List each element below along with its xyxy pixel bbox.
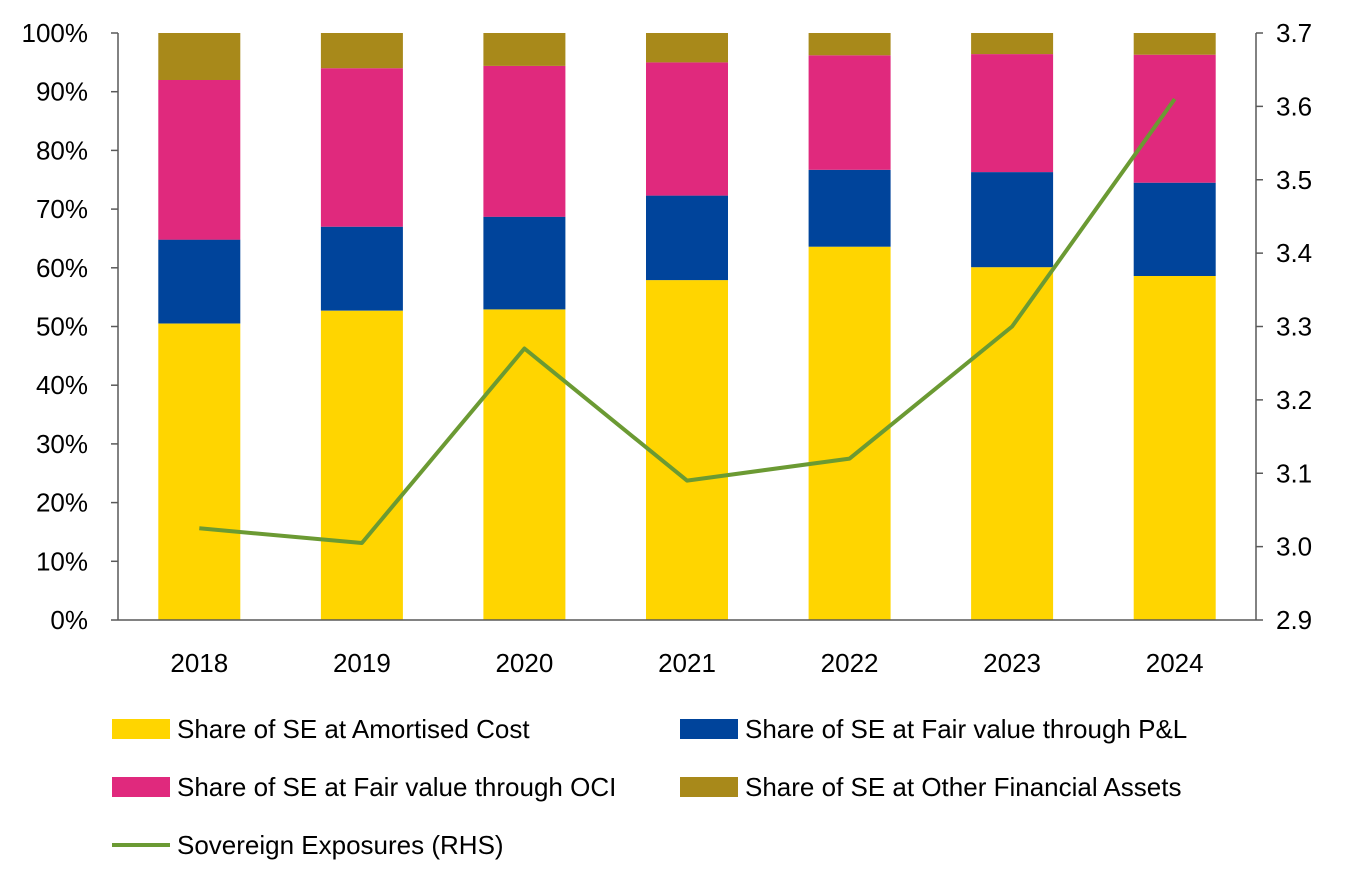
bar-segment-2021-s1 (646, 195, 728, 281)
legend-label: Share of SE at Fair value through P&L (745, 714, 1187, 744)
right-tick-label: 3.3 (1276, 312, 1312, 342)
bar-segment-2018-s3 (158, 33, 241, 80)
bar-segment-2022-s0 (808, 246, 891, 620)
right-tick-label: 3.7 (1276, 18, 1312, 48)
bar-segment-2022-s3 (808, 33, 891, 56)
axes-layer: 0% 10% 20% 30% 40% 50% 60% 70% 80% 90% 100% 2.9 3.0 3… (22, 18, 1313, 678)
legend-swatch (680, 777, 738, 797)
bar-segment-2018-s1 (158, 239, 241, 324)
left-tick-label: 10% (36, 546, 88, 576)
right-tick-label: 2.9 (1276, 605, 1312, 635)
bar-segment-2021-s0 (646, 280, 728, 620)
bar-segment-2019-s0 (320, 310, 403, 620)
bar-segment-2023-s2 (971, 54, 1054, 173)
bar-segment-2021-s3 (646, 33, 728, 63)
x-tick-label: 2018 (170, 648, 228, 678)
legend-swatch (112, 777, 170, 797)
right-tick-label: 3.4 (1276, 238, 1312, 268)
x-tick-label: 2023 (983, 648, 1041, 678)
left-tick-label: 50% (36, 312, 88, 342)
bar-segment-2023-s3 (971, 33, 1054, 55)
bar-segment-2024-s3 (1133, 33, 1216, 55)
bar-segment-2020-s1 (483, 216, 566, 310)
bar-segment-2024-s0 (1133, 276, 1216, 620)
sovereign-exposures-line (199, 97, 1177, 545)
left-tick-label: 80% (36, 135, 88, 165)
right-tick-label: 3.5 (1276, 165, 1312, 195)
bar-segment-2020-s3 (483, 33, 566, 66)
x-tick-label: 2024 (1146, 648, 1204, 678)
bar-segment-2019-s3 (320, 33, 403, 69)
bar-segment-2020-s2 (483, 65, 566, 217)
bar-segment-2020-s0 (483, 309, 566, 620)
bars-layer (158, 33, 1216, 620)
left-tick-label: 20% (36, 488, 88, 518)
left-tick-label: 100% (22, 18, 89, 48)
bar-segment-2023-s1 (971, 172, 1054, 268)
bar-segment-2019-s2 (320, 68, 403, 227)
bar-segment-2024-s1 (1133, 182, 1216, 276)
left-tick-label: 0% (50, 605, 88, 635)
legend-swatch (112, 719, 170, 739)
right-tick-label: 3.2 (1276, 385, 1312, 415)
left-tick-label: 30% (36, 429, 88, 459)
legend: Share of SE at Amortised Cost Share of SE… (112, 714, 1187, 860)
bar-segment-2018-s0 (158, 323, 241, 620)
legend-label: Share of SE at Fair value through OCI (177, 772, 616, 802)
left-tick-label: 70% (36, 194, 88, 224)
left-tick-label: 40% (36, 370, 88, 400)
x-tick-label: 2019 (333, 648, 391, 678)
x-tick-label: 2021 (658, 648, 716, 678)
bar-segment-2022-s2 (808, 55, 891, 170)
legend-label: Sovereign Exposures (RHS) (177, 830, 504, 860)
right-tick-label: 3.6 (1276, 91, 1312, 121)
right-tick-label: 3.0 (1276, 532, 1312, 562)
legend-label: Share of SE at Amortised Cost (177, 714, 530, 744)
bar-segment-2024-s2 (1133, 54, 1216, 183)
bar-segment-2022-s1 (808, 169, 891, 247)
x-tick-label: 2020 (495, 648, 553, 678)
right-tick-label: 3.1 (1276, 458, 1312, 488)
legend-label: Share of SE at Other Financial Assets (745, 772, 1181, 802)
left-tick-label: 90% (36, 77, 88, 107)
bar-segment-2023-s0 (971, 267, 1054, 620)
line-layer (199, 97, 1177, 545)
left-tick-label: 60% (36, 253, 88, 283)
bar-segment-2021-s2 (646, 62, 728, 196)
legend-swatch (680, 719, 738, 739)
bar-segment-2018-s2 (158, 80, 241, 240)
x-tick-label: 2022 (821, 648, 879, 678)
bar-segment-2019-s1 (320, 226, 403, 311)
